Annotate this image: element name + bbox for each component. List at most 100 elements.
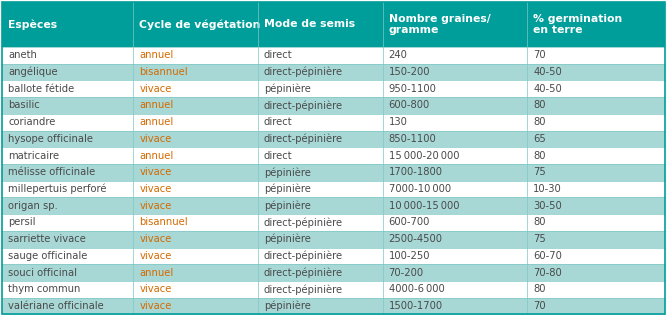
Text: annuel: annuel bbox=[139, 100, 173, 111]
Text: 70-200: 70-200 bbox=[389, 268, 424, 278]
Text: annuel: annuel bbox=[139, 50, 173, 60]
Bar bbox=[133, 231, 258, 247]
Bar bbox=[2, 231, 133, 247]
Bar bbox=[133, 164, 258, 181]
Text: basilic: basilic bbox=[8, 100, 40, 111]
Bar bbox=[527, 97, 665, 114]
Text: persil: persil bbox=[8, 217, 35, 228]
Bar bbox=[2, 214, 133, 231]
Bar bbox=[2, 64, 133, 80]
Bar bbox=[258, 97, 383, 114]
Text: origan sp.: origan sp. bbox=[8, 201, 58, 211]
Bar bbox=[527, 281, 665, 298]
Text: pépinière: pépinière bbox=[264, 184, 311, 194]
Bar bbox=[383, 214, 527, 231]
Text: Espèces: Espèces bbox=[8, 19, 57, 29]
Text: Nombre graines/
gramme: Nombre graines/ gramme bbox=[389, 14, 490, 35]
Text: vivace: vivace bbox=[139, 134, 171, 144]
Bar bbox=[383, 264, 527, 281]
Bar bbox=[383, 2, 527, 47]
Bar bbox=[2, 47, 133, 64]
Bar bbox=[527, 114, 665, 131]
Bar bbox=[383, 247, 527, 264]
Text: annuel: annuel bbox=[139, 151, 173, 161]
Text: % germination
en terre: % germination en terre bbox=[533, 14, 622, 35]
Bar bbox=[2, 80, 133, 97]
Text: direct: direct bbox=[264, 117, 293, 127]
Bar bbox=[383, 198, 527, 214]
Text: direct-pépinière: direct-pépinière bbox=[264, 67, 343, 77]
Bar bbox=[258, 147, 383, 164]
Bar bbox=[383, 47, 527, 64]
Bar bbox=[258, 231, 383, 247]
Bar bbox=[527, 47, 665, 64]
Text: direct: direct bbox=[264, 151, 293, 161]
Bar bbox=[258, 47, 383, 64]
Bar bbox=[383, 97, 527, 114]
Bar bbox=[2, 281, 133, 298]
Text: 75: 75 bbox=[533, 234, 546, 244]
Text: pépinière: pépinière bbox=[264, 83, 311, 94]
Text: pépinière: pépinière bbox=[264, 201, 311, 211]
Text: thym commun: thym commun bbox=[8, 284, 81, 294]
Text: 150-200: 150-200 bbox=[389, 67, 430, 77]
Text: sauge officinale: sauge officinale bbox=[8, 251, 87, 261]
Text: direct-pépinière: direct-pépinière bbox=[264, 217, 343, 228]
Bar bbox=[2, 181, 133, 198]
Bar bbox=[527, 264, 665, 281]
Bar bbox=[133, 2, 258, 47]
Bar bbox=[383, 64, 527, 80]
Bar bbox=[527, 80, 665, 97]
Text: 15 000-20 000: 15 000-20 000 bbox=[389, 151, 459, 161]
Text: vivace: vivace bbox=[139, 234, 171, 244]
Bar bbox=[258, 64, 383, 80]
Bar bbox=[383, 80, 527, 97]
Bar bbox=[527, 181, 665, 198]
Text: 950-1100: 950-1100 bbox=[389, 84, 436, 94]
Bar bbox=[527, 298, 665, 314]
Text: 80: 80 bbox=[533, 284, 546, 294]
Bar bbox=[258, 247, 383, 264]
Bar bbox=[2, 147, 133, 164]
Text: 75: 75 bbox=[533, 167, 546, 177]
Bar bbox=[2, 298, 133, 314]
Text: direct-pépinière: direct-pépinière bbox=[264, 267, 343, 278]
Bar bbox=[133, 114, 258, 131]
Text: bisannuel: bisannuel bbox=[139, 217, 188, 228]
Bar bbox=[527, 214, 665, 231]
Bar bbox=[133, 214, 258, 231]
Bar bbox=[2, 114, 133, 131]
Text: 40-50: 40-50 bbox=[533, 84, 562, 94]
Text: 240: 240 bbox=[389, 50, 408, 60]
Bar bbox=[527, 2, 665, 47]
Text: 40-50: 40-50 bbox=[533, 67, 562, 77]
Text: bisannuel: bisannuel bbox=[139, 67, 188, 77]
Text: 1500-1700: 1500-1700 bbox=[389, 301, 443, 311]
Bar bbox=[258, 164, 383, 181]
Text: 30-50: 30-50 bbox=[533, 201, 562, 211]
Bar bbox=[133, 298, 258, 314]
Text: direct-pépinière: direct-pépinière bbox=[264, 251, 343, 261]
Bar bbox=[133, 264, 258, 281]
Bar bbox=[383, 298, 527, 314]
Bar bbox=[258, 181, 383, 198]
Text: 80: 80 bbox=[533, 151, 546, 161]
Bar bbox=[258, 281, 383, 298]
Bar bbox=[133, 198, 258, 214]
Bar bbox=[133, 47, 258, 64]
Text: 100-250: 100-250 bbox=[389, 251, 430, 261]
Bar bbox=[383, 147, 527, 164]
Bar bbox=[527, 164, 665, 181]
Text: 80: 80 bbox=[533, 100, 546, 111]
Text: direct-pépinière: direct-pépinière bbox=[264, 100, 343, 111]
Text: valériane officinale: valériane officinale bbox=[8, 301, 104, 311]
Text: Mode de semis: Mode de semis bbox=[264, 19, 355, 29]
Text: pépinière: pépinière bbox=[264, 234, 311, 245]
Text: sarriette vivace: sarriette vivace bbox=[8, 234, 86, 244]
Text: ballote fétide: ballote fétide bbox=[8, 84, 74, 94]
Text: 70: 70 bbox=[533, 301, 546, 311]
Text: direct: direct bbox=[264, 50, 293, 60]
Text: 80: 80 bbox=[533, 117, 546, 127]
Text: 1700-1800: 1700-1800 bbox=[389, 167, 443, 177]
Bar bbox=[383, 114, 527, 131]
